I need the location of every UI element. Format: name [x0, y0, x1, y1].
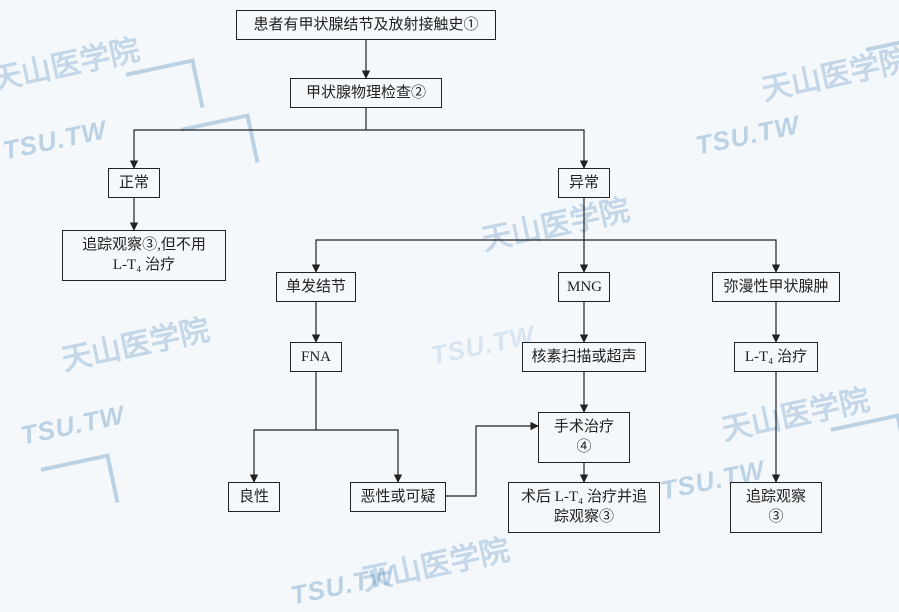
flow-node-n9: FNA: [290, 342, 342, 372]
flow-node-n16: 追踪观察③: [730, 482, 822, 533]
flow-node-n15: 术后 L-T₄ 治疗并追踪观察③: [508, 482, 660, 533]
flow-edge: [584, 240, 776, 272]
flow-edge: [134, 130, 366, 168]
flow-edge: [316, 430, 398, 482]
flow-node-n1: 患者有甲状腺结节及放射接触史①: [236, 10, 496, 40]
flow-node-n6: 单发结节: [276, 272, 356, 302]
flow-node-n10: 核素扫描或超声: [522, 342, 646, 372]
flow-node-n2: 甲状腺物理检查②: [290, 78, 442, 108]
flow-node-n4: 异常: [558, 168, 610, 198]
flow-node-n3: 正常: [108, 168, 160, 198]
flow-edge: [316, 240, 584, 272]
flow-node-n5: 追踪观察③,但不用L-T₄ 治疗: [62, 230, 226, 281]
flow-node-n14: 恶性或可疑: [350, 482, 446, 512]
flow-node-n7: MNG: [558, 272, 610, 302]
flow-node-n13: 良性: [228, 482, 280, 512]
flow-edge: [254, 430, 316, 482]
flow-node-n11: L-T₄ 治疗: [734, 342, 818, 372]
flow-edge: [366, 130, 584, 168]
flow-node-n8: 弥漫性甲状腺肿: [712, 272, 840, 302]
flow-node-n12: 手术治疗④: [538, 412, 630, 463]
flowchart: 患者有甲状腺结节及放射接触史① 甲状腺物理检查② 正常 异常追踪观察③,但不用L-T₄…: [0, 0, 899, 584]
